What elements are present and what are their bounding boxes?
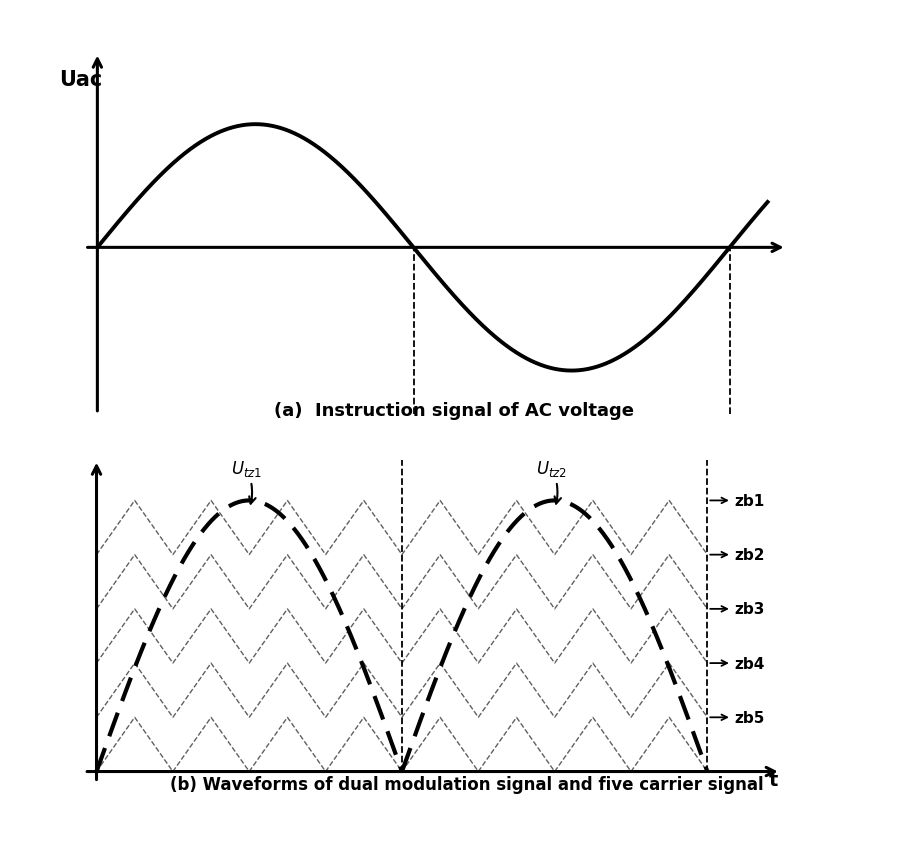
Text: (b) Waveforms of dual modulation signal and five carrier signal: (b) Waveforms of dual modulation signal … <box>169 775 763 793</box>
Text: Uac: Uac <box>59 70 103 90</box>
Text: $U_{tz2}$: $U_{tz2}$ <box>536 459 568 504</box>
Text: zb5: zb5 <box>735 710 765 725</box>
Text: $U_{tz1}$: $U_{tz1}$ <box>231 459 262 504</box>
Text: t: t <box>769 770 778 789</box>
Text: zb3: zb3 <box>735 601 765 617</box>
Text: zb2: zb2 <box>735 548 765 562</box>
Text: (a)  Instruction signal of AC voltage: (a) Instruction signal of AC voltage <box>275 402 634 420</box>
Text: zb1: zb1 <box>735 493 765 508</box>
Text: zb4: zb4 <box>735 656 765 670</box>
